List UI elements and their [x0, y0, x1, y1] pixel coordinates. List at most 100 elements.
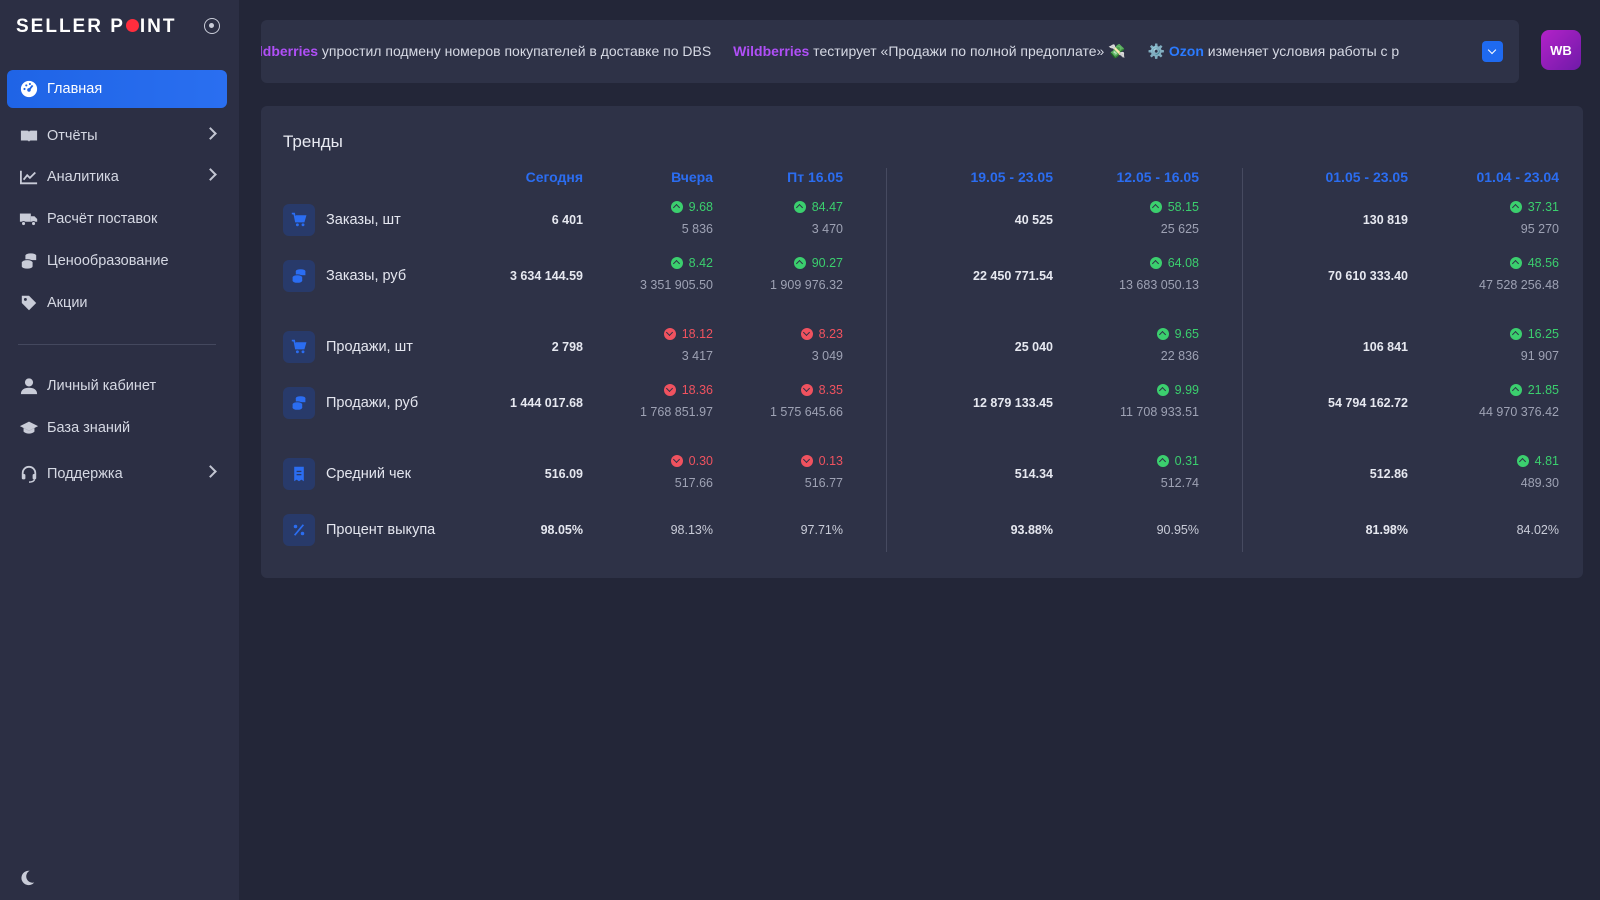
compare-value: 95 270 — [1520, 222, 1559, 236]
tags-icon — [19, 293, 39, 313]
sidebar-collapse-button[interactable] — [204, 18, 220, 34]
column-header[interactable]: 01.04 - 23.04 — [1476, 169, 1559, 185]
delta-value: 4.81 — [1534, 454, 1559, 468]
arrow-down-icon — [670, 455, 683, 467]
delta-up: 48.56 — [1409, 256, 1559, 270]
column-header[interactable]: 01.05 - 23.05 — [1325, 169, 1408, 185]
metric-value: 12 879 133.45 — [973, 396, 1053, 410]
delta-up: 4.81 — [1409, 454, 1559, 468]
news-item[interactable]: ⚙️ Ozon изменяет условия работы с р — [1148, 43, 1400, 59]
delta-value: 8.42 — [688, 256, 713, 270]
avatar[interactable]: WB — [1541, 30, 1581, 70]
metric-value: 93.88% — [1010, 523, 1053, 537]
cart-icon — [283, 204, 315, 236]
delta-down: 0.30 — [563, 454, 713, 468]
news-item-brand: Wildberries — [733, 43, 810, 59]
compare-value: 512.74 — [1160, 476, 1199, 490]
metric-value: 98.05% — [540, 523, 583, 537]
sidebar-item-label: Личный кабинет — [47, 378, 157, 394]
metric-label: Продажи, руб — [326, 395, 419, 411]
sidebar-item-label: Акции — [47, 295, 88, 311]
compare-value: 91 907 — [1520, 349, 1559, 363]
metric-label: Процент выкупа — [326, 522, 436, 538]
column-header[interactable]: Вчера — [671, 169, 713, 185]
compare-value: 3 049 — [811, 349, 843, 363]
metric-label: Заказы, шт — [326, 212, 401, 228]
news-item-text: тестирует «Продажи по полной предоплате»… — [809, 43, 1126, 59]
sidebar-item-5[interactable]: Ценообразование — [7, 242, 227, 280]
sidebar-item-4[interactable]: Расчёт поставок — [7, 200, 227, 238]
user-icon — [19, 376, 39, 396]
sidebar-item-label: База знаний — [47, 420, 131, 436]
news-ticker-expand-button[interactable] — [1482, 41, 1503, 62]
delta-down: 18.12 — [563, 327, 713, 341]
sidebar-item-7[interactable]: Личный кабинет — [7, 367, 227, 405]
metric-label: Заказы, руб — [326, 268, 407, 284]
sidebar-item-2[interactable]: Отчёты — [7, 117, 227, 155]
column-header[interactable]: Пт 16.05 — [787, 169, 843, 185]
delta-value: 9.68 — [688, 200, 713, 214]
compare-value: 3 417 — [681, 349, 713, 363]
sidebar-item-6[interactable]: Акции — [7, 284, 227, 322]
chevron-right-icon — [204, 465, 217, 478]
metric-value: 130 819 — [1362, 213, 1408, 227]
column-header[interactable]: Сегодня — [525, 169, 583, 185]
metric-value: 2 798 — [551, 340, 583, 354]
delta-up: 9.65 — [1049, 327, 1199, 341]
delta-value: 48.56 — [1527, 256, 1559, 270]
delta-down: 18.36 — [563, 383, 713, 397]
news-item-prefix: ⚙️ — [1147, 43, 1169, 59]
news-item-brand: Ozon — [1168, 43, 1204, 59]
sidebar-item-8[interactable]: База знаний — [7, 409, 227, 447]
arrow-up-icon — [1509, 328, 1522, 340]
delta-up: 64.08 — [1049, 256, 1199, 270]
compare-value: 3 470 — [811, 222, 843, 236]
delta-value: 9.65 — [1174, 327, 1199, 341]
metric-value: 22 450 771.54 — [973, 269, 1053, 283]
metric-value: 70 610 333.40 — [1328, 269, 1408, 283]
arrow-up-icon — [1509, 384, 1522, 396]
compare-value: 47 528 256.48 — [1479, 278, 1559, 292]
delta-up: 21.85 — [1409, 383, 1559, 397]
column-divider — [886, 168, 887, 552]
delta-value: 90.27 — [811, 256, 843, 270]
sidebar-item-1[interactable]: Главная — [7, 70, 227, 108]
percent-icon — [283, 514, 315, 546]
delta-value: 0.31 — [1174, 454, 1199, 468]
delta-up: 90.27 — [693, 256, 843, 270]
sidebar-item-3[interactable]: Аналитика — [7, 158, 227, 196]
compare-value: 1 575 645.66 — [770, 405, 843, 419]
news-item[interactable]: ildberries упростил подмену номеров поку… — [261, 43, 711, 59]
sidebar-item-label: Поддержка — [47, 466, 123, 482]
delta-up: 84.47 — [693, 200, 843, 214]
brand-logo[interactable]: SELLER P INT — [16, 16, 177, 38]
arrow-up-icon — [793, 201, 806, 213]
metric-value: 512.86 — [1369, 467, 1408, 481]
sidebar-item-9[interactable]: Поддержка — [7, 455, 227, 493]
compare-value: 13 683 050.13 — [1119, 278, 1199, 292]
news-item-text: изменяет условия работы с р — [1203, 43, 1400, 59]
arrow-up-icon — [1509, 257, 1522, 269]
moon-icon[interactable] — [18, 869, 36, 887]
metric-label: Средний чек — [326, 466, 411, 482]
compare-value: 22 836 — [1160, 349, 1199, 363]
column-header[interactable]: 19.05 - 23.05 — [970, 169, 1053, 185]
metric-value: 3 634 144.59 — [510, 269, 583, 283]
delta-up: 9.99 — [1049, 383, 1199, 397]
delta-value: 9.99 — [1174, 383, 1199, 397]
compare-value: 517.66 — [674, 476, 713, 490]
arrow-up-icon — [1156, 455, 1169, 467]
delta-value: 18.36 — [681, 383, 713, 397]
arrow-down-icon — [800, 455, 813, 467]
column-header[interactable]: 12.05 - 16.05 — [1116, 169, 1199, 185]
sidebar-item-label: Расчёт поставок — [47, 211, 158, 227]
compare-value: 25 625 — [1160, 222, 1199, 236]
sidebar-divider — [18, 344, 216, 345]
compare-value: 1 768 851.97 — [640, 405, 713, 419]
metric-value: 1 444 017.68 — [510, 396, 583, 410]
news-item[interactable]: Wildberries тестирует «Продажи по полной… — [733, 43, 1125, 59]
arrow-down-icon — [663, 328, 676, 340]
delta-down: 0.13 — [693, 454, 843, 468]
delta-value: 58.15 — [1167, 200, 1199, 214]
arrow-down-icon — [663, 384, 676, 396]
